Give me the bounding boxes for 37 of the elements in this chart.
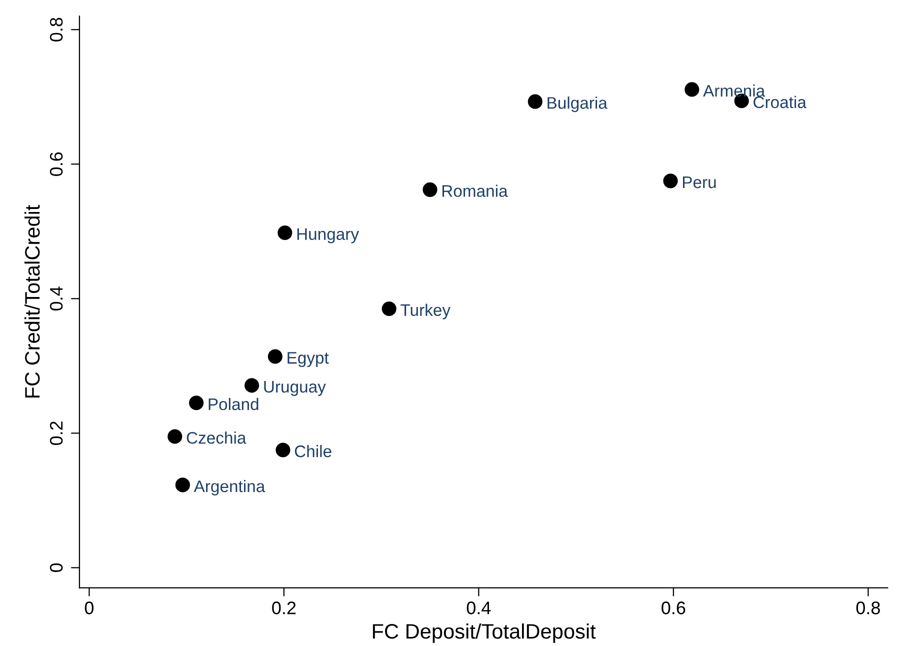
annotation: Uruguay xyxy=(264,381,326,396)
y-axis-title: FC Credit/TotalCredit xyxy=(24,204,40,398)
y-tick-label: 0.4 xyxy=(50,286,63,310)
y-tick-label: 0 xyxy=(50,563,63,572)
point xyxy=(268,349,282,364)
point xyxy=(175,478,190,492)
x-tick-label: 0.6 xyxy=(662,602,686,614)
point xyxy=(189,396,204,410)
annotation: Armenia xyxy=(703,84,766,97)
annotation: Argentina xyxy=(194,480,266,496)
annotation: Chile xyxy=(294,444,332,458)
point xyxy=(168,429,182,444)
x-tick-label: 0.8 xyxy=(856,602,880,614)
y-tick-label: 0.6 xyxy=(50,152,63,176)
x-tick-label: 0.2 xyxy=(272,602,296,614)
point xyxy=(684,82,700,97)
annotation: Turkey xyxy=(400,304,450,320)
annotation: Czechia xyxy=(186,432,246,444)
annotation: Bulgaria xyxy=(548,96,608,112)
annotation: Croatia xyxy=(754,96,806,108)
point xyxy=(278,225,292,240)
point xyxy=(528,94,542,109)
point xyxy=(422,182,438,197)
point xyxy=(663,174,678,188)
y-tick-label: 0.2 xyxy=(50,422,63,446)
annotation: Romania xyxy=(442,184,508,197)
x-axis-title: FC Deposit/TotalDeposit xyxy=(372,623,596,643)
point xyxy=(244,378,260,393)
point xyxy=(276,442,290,458)
annotation: Peru xyxy=(682,176,716,188)
annotation: Hungary xyxy=(297,228,359,244)
annotation: Egypt xyxy=(288,352,329,368)
annotation: Poland xyxy=(208,398,258,410)
x-tick-label: 0.4 xyxy=(466,602,491,614)
point xyxy=(382,301,396,316)
y-tick-label: 0.8 xyxy=(50,18,63,42)
x-tick-label: 0 xyxy=(84,602,94,614)
